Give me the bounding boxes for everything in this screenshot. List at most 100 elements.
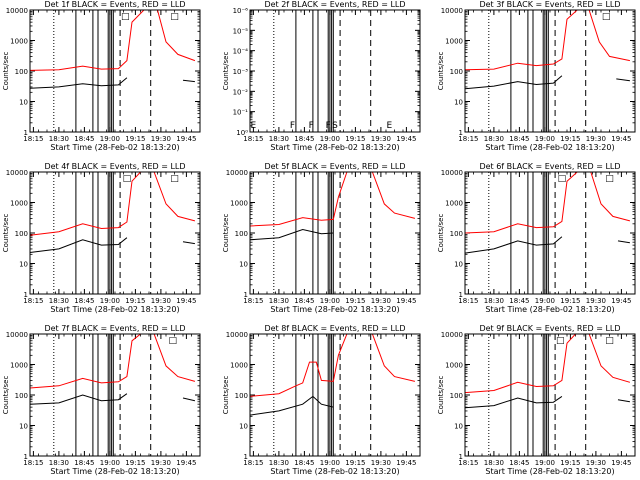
panel-title: Det 9f BLACK = Events, RED = LLD bbox=[479, 324, 620, 333]
x-tick-label: 19:30 bbox=[151, 135, 171, 143]
panel-title: Det 5f BLACK = Events, RED = LLD bbox=[264, 162, 405, 171]
series-line-lld bbox=[29, 171, 196, 236]
detector-panel: Det 6f BLACK = Events, RED = LLD Counts/s… bbox=[437, 162, 636, 314]
x-tick-label: 18:15 bbox=[458, 297, 478, 305]
panel-annotation: □ bbox=[556, 336, 565, 346]
panel-annotation: □ bbox=[170, 12, 179, 22]
series-line-events bbox=[249, 395, 334, 416]
y-tick-label: 1 bbox=[459, 129, 463, 137]
y-tick-label: 10⁻⁵ bbox=[233, 27, 249, 35]
y-tick-label: 10⁻³ bbox=[233, 68, 249, 76]
x-tick-label: 18:15 bbox=[23, 297, 43, 305]
y-tick-label: 1 bbox=[24, 453, 28, 461]
y-tick-label: 10⁻⁴ bbox=[233, 48, 249, 56]
x-tick-label: 19:15 bbox=[345, 459, 365, 467]
x-tick-label: 19:15 bbox=[345, 297, 365, 305]
series-line-events bbox=[29, 393, 128, 405]
y-tick-label: 10000 bbox=[6, 169, 28, 177]
x-tick-label: 19:00 bbox=[320, 135, 340, 143]
x-tick-label: 19:15 bbox=[560, 297, 580, 305]
detector-panel: Det 5f BLACK = Events, RED = LLD Counts/s… bbox=[222, 162, 421, 314]
x-axis-label: Start Time (28-Feb-02 18:13:20) bbox=[485, 467, 614, 476]
y-tick-label: 10000 bbox=[226, 331, 248, 339]
y-tick-label: 10 bbox=[239, 261, 248, 269]
series-line-lld bbox=[29, 333, 196, 389]
x-tick-label: 19:30 bbox=[586, 459, 606, 467]
panel-title: Det 2f BLACK = Events, RED = LLD bbox=[264, 0, 405, 9]
y-tick-label: 1 bbox=[24, 291, 28, 299]
y-tick-label: 10000 bbox=[6, 331, 28, 339]
x-tick-label: 19:45 bbox=[176, 135, 196, 143]
x-tick-label: 18:45 bbox=[509, 135, 529, 143]
panel-annotation: E bbox=[387, 121, 393, 131]
detector-panel: Det 9f BLACK = Events, RED = LLD Counts/s… bbox=[437, 324, 636, 476]
y-tick-label: 1 bbox=[459, 453, 463, 461]
x-tick-label: 18:45 bbox=[74, 135, 94, 143]
y-tick-label: 1 bbox=[24, 129, 28, 137]
panel-annotation: F bbox=[290, 121, 295, 131]
detector-panel: Det 2f BLACK = Events, RED = LLD Counts/s… bbox=[222, 0, 421, 152]
plot-frame bbox=[464, 171, 636, 295]
panel-annotation: □ bbox=[558, 174, 567, 184]
x-tick-label: 19:45 bbox=[611, 297, 631, 305]
y-tick-label: 10000 bbox=[441, 331, 463, 339]
series-line-lld bbox=[464, 333, 631, 394]
series-line-events bbox=[616, 78, 630, 82]
y-tick-label: 1000 bbox=[10, 38, 28, 46]
plot-frame bbox=[249, 333, 421, 457]
x-tick-label: 19:30 bbox=[371, 459, 391, 467]
x-tick-label: 19:30 bbox=[371, 135, 391, 143]
panel-annotation: □ bbox=[123, 174, 132, 184]
x-axis-label: Start Time (28-Feb-02 18:13:20) bbox=[50, 467, 179, 476]
y-axis-label: Counts/sec bbox=[437, 214, 445, 253]
y-tick-label: 10 bbox=[239, 423, 248, 431]
y-tick-label: 10⁻⁶ bbox=[233, 7, 249, 15]
x-tick-label: 19:00 bbox=[100, 297, 120, 305]
panel-title: Det 4f BLACK = Events, RED = LLD bbox=[44, 162, 185, 171]
y-tick-label: 10 bbox=[454, 99, 463, 107]
x-tick-label: 18:45 bbox=[74, 459, 94, 467]
x-tick-label: 18:15 bbox=[23, 459, 43, 467]
y-tick-label: 100 bbox=[450, 68, 463, 76]
y-tick-label: 1000 bbox=[445, 200, 463, 208]
x-tick-label: 19:15 bbox=[560, 135, 580, 143]
x-axis-label: Start Time (28-Feb-02 18:13:20) bbox=[50, 143, 179, 152]
x-tick-label: 19:00 bbox=[100, 135, 120, 143]
y-tick-label: 1 bbox=[244, 291, 248, 299]
x-tick-label: 19:45 bbox=[176, 459, 196, 467]
x-tick-label: 18:45 bbox=[509, 459, 529, 467]
x-tick-label: 18:45 bbox=[294, 459, 314, 467]
x-axis-label: Start Time (28-Feb-02 18:13:20) bbox=[485, 143, 614, 152]
plot-frame bbox=[249, 171, 421, 295]
x-tick-label: 18:30 bbox=[484, 135, 504, 143]
plot-frame bbox=[29, 171, 201, 295]
series-line-events bbox=[617, 399, 630, 403]
y-tick-label: 10⁰ bbox=[236, 129, 248, 137]
series-line-lld bbox=[29, 9, 196, 71]
x-tick-label: 19:15 bbox=[125, 135, 145, 143]
panel-annotation: □ bbox=[605, 336, 614, 346]
x-tick-label: 19:15 bbox=[125, 459, 145, 467]
y-axis-label: Counts/sec bbox=[222, 376, 230, 415]
x-tick-label: 18:30 bbox=[484, 297, 504, 305]
x-tick-label: 19:30 bbox=[586, 297, 606, 305]
y-tick-label: 10000 bbox=[441, 169, 463, 177]
x-tick-label: 18:30 bbox=[49, 297, 69, 305]
series-line-events bbox=[249, 228, 334, 241]
x-axis-label: Start Time (28-Feb-02 18:13:20) bbox=[270, 305, 399, 314]
x-tick-label: 18:45 bbox=[74, 297, 94, 305]
x-tick-label: 19:45 bbox=[396, 135, 416, 143]
y-tick-label: 1000 bbox=[230, 362, 248, 370]
x-tick-label: 19:45 bbox=[176, 297, 196, 305]
series-line-events bbox=[182, 241, 195, 245]
x-tick-label: 19:15 bbox=[345, 135, 365, 143]
y-tick-label: 100 bbox=[15, 392, 28, 400]
y-tick-label: 100 bbox=[15, 230, 28, 238]
series-line-events bbox=[182, 79, 195, 83]
x-tick-label: 19:15 bbox=[125, 297, 145, 305]
y-tick-label: 10000 bbox=[226, 169, 248, 177]
x-tick-label: 18:15 bbox=[458, 459, 478, 467]
y-tick-label: 1000 bbox=[230, 200, 248, 208]
series-line-lld bbox=[464, 171, 631, 234]
plot-frame bbox=[29, 333, 201, 457]
